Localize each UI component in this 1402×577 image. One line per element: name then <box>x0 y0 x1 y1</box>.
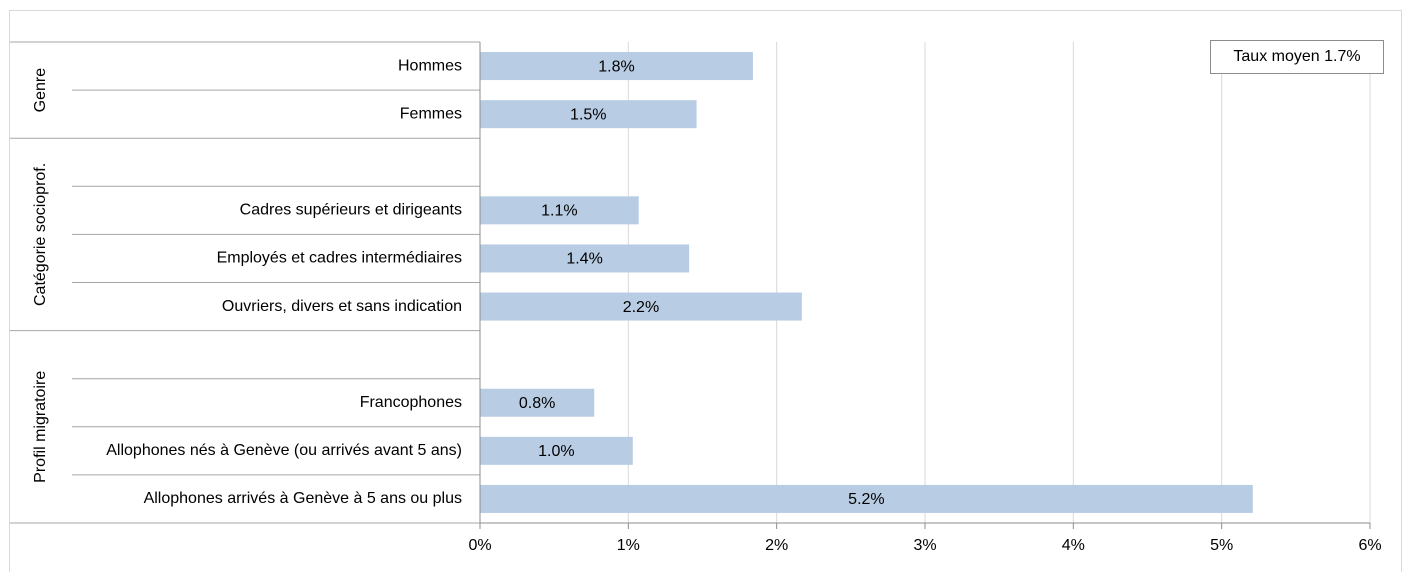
bar <box>480 388 595 417</box>
x-tick-label: 3% <box>913 537 936 554</box>
data-label: 1.1% <box>541 203 577 220</box>
group-label: Profil migratoire <box>32 371 49 483</box>
bar <box>480 196 639 225</box>
data-label: 5.2% <box>848 491 884 508</box>
x-tick-label: 1% <box>617 537 640 554</box>
data-label: 2.2% <box>623 299 659 316</box>
category-label: Ouvriers, divers et sans indication <box>222 298 462 315</box>
bar <box>480 244 690 273</box>
category-label: Hommes <box>398 57 462 74</box>
data-label: 1.0% <box>538 443 574 460</box>
category-label: Allophones arrivés à Genève à 5 ans ou p… <box>144 490 462 507</box>
x-tick-label: 2% <box>765 537 788 554</box>
data-label: 1.8% <box>598 58 634 75</box>
x-tick-label: 0% <box>468 537 491 554</box>
bar <box>480 436 633 465</box>
average-rate-annotation: Taux moyen 1.7% <box>1210 40 1384 74</box>
bar <box>480 292 802 321</box>
data-label: 1.5% <box>570 106 606 123</box>
bar <box>480 484 1253 513</box>
bar <box>480 52 753 81</box>
group-label: Genre <box>32 68 49 113</box>
data-label: 0.8% <box>519 395 555 412</box>
x-tick-label: 5% <box>1210 537 1233 554</box>
data-label: 1.4% <box>566 251 602 268</box>
category-label: Femmes <box>400 105 462 122</box>
category-label: Allophones nés à Genève (ou arrivés avan… <box>106 442 462 459</box>
x-tick-label: 6% <box>1358 537 1381 554</box>
category-label: Cadres supérieurs et dirigeants <box>240 202 462 219</box>
x-tick-label: 4% <box>1062 537 1085 554</box>
group-label: Catégorie socioprof. <box>32 163 49 306</box>
bar <box>480 100 697 129</box>
category-label: Francophones <box>360 394 462 411</box>
category-label: Employés et cadres intermédiaires <box>217 250 462 267</box>
